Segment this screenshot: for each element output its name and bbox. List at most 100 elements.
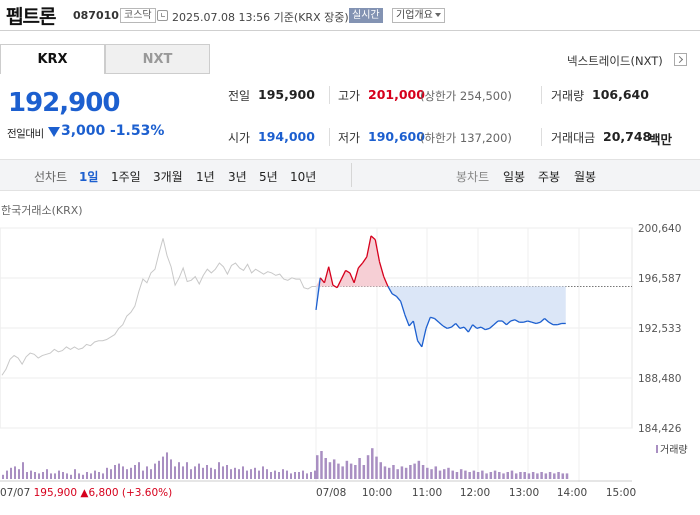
volume-bar: [270, 472, 272, 479]
volume-bar: [106, 467, 108, 479]
x-tick-label: 14:00: [557, 487, 587, 499]
volume-bar: [349, 463, 353, 479]
period-10y[interactable]: 10년: [290, 170, 317, 184]
volume-bar: [447, 467, 450, 479]
x-tick-label: 07/08: [316, 487, 346, 499]
period-1d[interactable]: 1일: [79, 170, 99, 184]
volume-bar: [553, 473, 556, 479]
volume-bar: [166, 452, 168, 479]
lower-limit: (하한가 137,200): [420, 131, 512, 145]
period-5y[interactable]: 5년: [259, 170, 278, 184]
period-daily-candle[interactable]: 일봉: [503, 170, 526, 184]
volume-bar: [459, 469, 463, 479]
volume-bar: [417, 460, 421, 479]
today-line-segment: [447, 326, 452, 330]
period-weekly-candle[interactable]: 주봉: [538, 170, 561, 184]
period-monthly-candle[interactable]: 월봉: [574, 170, 597, 184]
x-tick-label: 11:00: [412, 487, 442, 499]
volume-bar: [42, 472, 44, 479]
volume-bar: [396, 469, 399, 479]
today-line-segment: [514, 319, 520, 323]
today-line-segment: [374, 239, 381, 262]
volume-bar: [38, 473, 40, 479]
period-3m[interactable]: 3개월: [153, 170, 183, 184]
volume-bar: [2, 474, 4, 479]
period-3y[interactable]: 3년: [228, 170, 247, 184]
volume-bar: [426, 467, 429, 479]
period-1y[interactable]: 1년: [196, 170, 215, 184]
volume-bar: [274, 470, 276, 479]
volume-label: 거래량: [551, 89, 585, 103]
period-1w[interactable]: 1주일: [111, 170, 141, 184]
nextrade-link[interactable]: 넥스트레이드(NXT): [567, 54, 663, 68]
today-line-segment: [425, 317, 431, 329]
high-label: 고가: [338, 89, 361, 103]
today-line-segment: [323, 266, 330, 283]
candle-chart-label: 봉차트: [456, 170, 490, 184]
chevron-right-icon[interactable]: [674, 53, 687, 66]
tab-nxt[interactable]: NXT: [105, 44, 210, 74]
today-line-segment: [476, 326, 482, 330]
volume-bar: [174, 466, 176, 479]
current-price: 192,900: [8, 88, 120, 118]
prev-close-summary: 07/07 195,900 ▲6,800 (+3.60%): [0, 487, 172, 499]
volume-bar: [345, 460, 349, 479]
volume-bar: [74, 469, 76, 479]
today-line-segment: [362, 256, 368, 264]
today-line-segment: [489, 324, 495, 329]
volume-bar: [278, 472, 280, 479]
stock-name: 펩트론: [6, 6, 56, 28]
trade-value-label: 거래대금: [551, 131, 596, 145]
volume-bar: [202, 467, 204, 479]
volume-bar: [324, 458, 327, 479]
today-line-segment: [421, 328, 427, 348]
today-line-segment: [319, 277, 325, 284]
volume-bar: [258, 470, 260, 479]
volume-bar: [455, 472, 459, 479]
volume-bar: [238, 469, 240, 479]
volume-bar: [126, 469, 128, 479]
below-reference-fill: [316, 286, 566, 347]
today-line-segment: [531, 321, 537, 325]
today-line-segment: [480, 326, 486, 331]
volume-bar: [214, 469, 216, 479]
price-chart[interactable]: 200,640 196,587 192,533 188,480 184,426 거래량 07…: [0, 212, 700, 515]
volume-bar: [242, 466, 244, 479]
today-line-segment: [378, 261, 385, 277]
today-line-segment: [451, 322, 457, 328]
volume-bar: [218, 462, 220, 479]
market-badge: 코스닥: [120, 8, 156, 23]
chart-fills: [316, 235, 566, 347]
today-line-segment: [434, 318, 440, 323]
divider: [541, 86, 542, 104]
volume-bar: [387, 467, 391, 479]
prev-close-value: 195,900: [258, 87, 315, 102]
realtime-badge[interactable]: 실시간: [349, 8, 383, 23]
volume-bar: [481, 470, 484, 479]
volume-bar: [523, 472, 526, 479]
volume-bar: [282, 469, 284, 479]
today-line-segment: [395, 295, 402, 302]
volume-bar: [134, 465, 136, 479]
high-value: 201,000: [368, 87, 425, 102]
today-line-segment: [459, 326, 465, 330]
volume-bar: [540, 472, 543, 479]
period-divider: [351, 163, 352, 187]
volume-bar: [510, 470, 514, 479]
chart-grid: [0, 227, 633, 482]
today-line-segment: [544, 318, 550, 323]
today-line-segment: [438, 321, 444, 327]
volume-legend-label: 거래량: [660, 444, 688, 456]
today-line-segment: [430, 316, 435, 320]
volume-bars: [2, 448, 569, 479]
tab-krx[interactable]: KRX: [0, 44, 105, 74]
volume-bar: [506, 472, 509, 479]
volume-bar: [443, 469, 446, 479]
low-value: 190,600: [368, 129, 425, 144]
volume-bar: [162, 456, 164, 479]
today-line-segment: [412, 320, 419, 341]
volume-bar: [314, 470, 316, 479]
change-rate: -1.53%: [110, 123, 165, 139]
company-overview-button[interactable]: 기업개요: [392, 8, 445, 23]
volume-bar: [485, 473, 488, 479]
